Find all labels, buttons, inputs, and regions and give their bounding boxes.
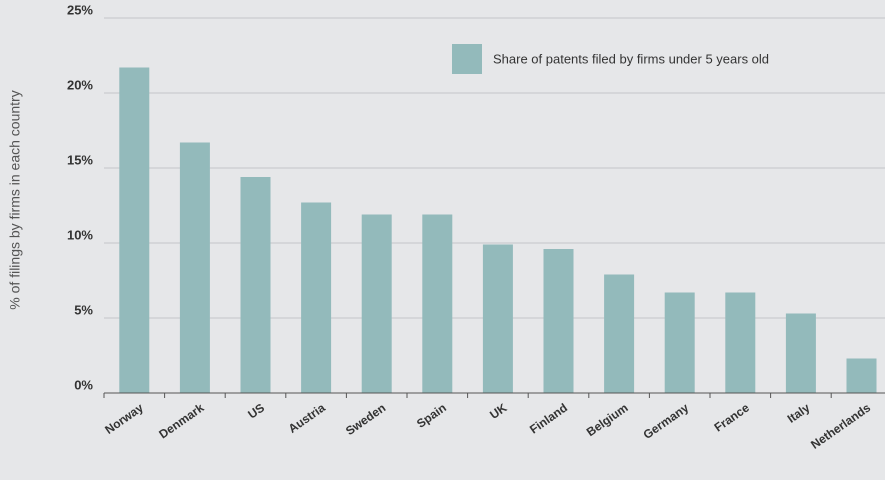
bar — [240, 177, 271, 393]
x-tick-label: Italy — [785, 400, 813, 425]
bar — [119, 67, 150, 393]
bar — [422, 214, 453, 393]
bar — [725, 292, 756, 393]
x-tick-label: UK — [487, 400, 510, 422]
y-tick-label: 20% — [67, 77, 93, 92]
legend-swatch — [452, 44, 482, 74]
x-tick-label: US — [245, 401, 267, 422]
x-tick-label: Finland — [527, 401, 570, 437]
legend-label: Share of patents filed by firms under 5 … — [493, 51, 769, 66]
bar — [301, 202, 332, 393]
y-tick-label: 15% — [67, 152, 93, 167]
x-tick-label: Norway — [102, 400, 146, 437]
x-tick-label: Netherlands — [808, 400, 873, 451]
x-tick-label: Denmark — [156, 400, 206, 441]
bar — [482, 244, 513, 393]
x-tick-label: Sweden — [343, 401, 388, 438]
bar — [361, 214, 392, 393]
x-tick-label: Spain — [414, 401, 449, 431]
bar — [179, 142, 210, 393]
y-tick-label: 5% — [74, 302, 93, 317]
x-tick-label: Belgium — [584, 401, 631, 440]
x-tick-label: Austria — [286, 400, 328, 435]
x-tick-label: France — [712, 400, 753, 434]
y-tick-label: 0% — [74, 377, 93, 392]
x-tick-label: Germany — [641, 400, 692, 441]
bar — [785, 313, 816, 393]
bar — [604, 274, 635, 393]
y-axis-label: % of filings by firms in each country — [7, 90, 23, 309]
bar — [543, 249, 574, 393]
bar — [664, 292, 695, 393]
y-tick-label: 25% — [67, 2, 93, 17]
bar — [846, 358, 877, 393]
y-tick-label: 10% — [67, 227, 93, 242]
